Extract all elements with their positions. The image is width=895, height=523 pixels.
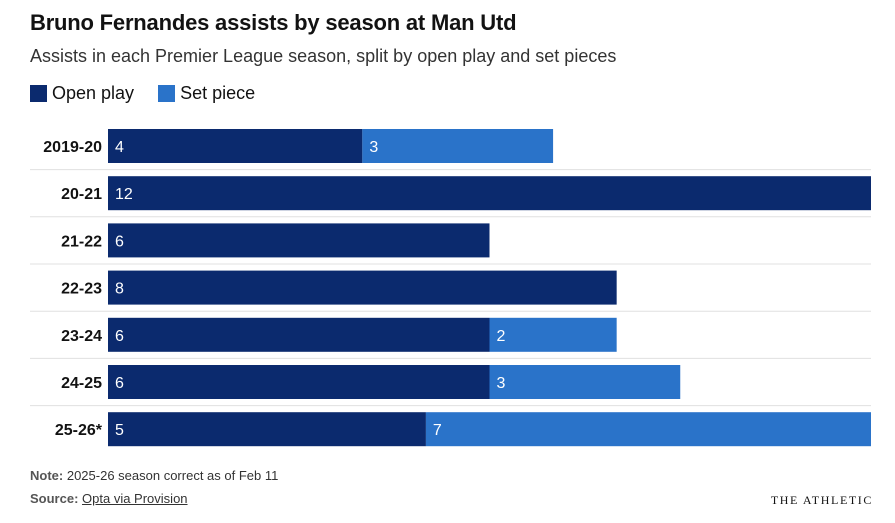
data-label-open-play-23-24: 6 — [115, 328, 124, 345]
bar-set-piece-25-26 — [425, 412, 871, 447]
bar-set-piece-23-24 — [489, 317, 617, 352]
data-label-open-play-25-26: 5 — [115, 422, 124, 439]
category-label-25-26: 25-26* — [55, 422, 103, 439]
data-label-set-piece-2019-20: 3 — [369, 139, 378, 156]
category-label-24-25: 24-25 — [61, 375, 102, 392]
legend-label-open-play: Open play — [52, 83, 135, 103]
source-link[interactable]: Opta via Provision — [82, 491, 188, 506]
bar-open-play-25-26 — [108, 412, 426, 447]
bar-open-play-22-23 — [108, 270, 617, 305]
data-label-open-play-2019-20: 4 — [115, 139, 124, 156]
data-label-open-play-24-25: 6 — [115, 375, 124, 392]
data-label-set-piece-24-25: 3 — [497, 375, 506, 392]
legend-item-open-play: Open play — [30, 83, 134, 104]
category-label-20-21: 20-21 — [61, 186, 102, 203]
chart-legend: Open play Set piece — [30, 83, 279, 104]
footer-note: Note: 2025-26 season correct as of Feb 1… — [30, 468, 278, 483]
bar-set-piece-24-25 — [489, 365, 681, 399]
bar-open-play-2019-20 — [108, 129, 363, 163]
note-text: 2025-26 season correct as of Feb 11 — [66, 468, 279, 483]
data-label-open-play-21-22: 6 — [115, 233, 124, 250]
category-label-22-23: 22-23 — [61, 281, 102, 298]
legend-swatch-open-play — [30, 85, 47, 102]
bar-set-piece-2019-20 — [362, 129, 554, 163]
footer-source: Source: Opta via Provision — [30, 491, 188, 506]
category-label-23-24: 23-24 — [61, 328, 102, 345]
bar-open-play-20-21 — [108, 176, 871, 211]
brand-logo-text: THE ATHLETIC — [770, 493, 873, 507]
bar-open-play-23-24 — [108, 317, 490, 352]
legend-item-set-piece: Set piece — [158, 83, 255, 104]
note-label: Note: — [30, 468, 64, 483]
chart-title: Bruno Fernandes assists by season at Man… — [30, 10, 517, 35]
category-label-21-22: 21-22 — [61, 233, 102, 250]
bar-open-play-24-25 — [108, 365, 490, 399]
data-label-open-play-20-21: 12 — [115, 186, 133, 203]
legend-label-set-piece: Set piece — [180, 83, 256, 103]
category-label-2019-20: 2019-20 — [43, 139, 102, 156]
source-label: Source: — [30, 491, 79, 506]
data-label-open-play-22-23: 8 — [115, 281, 124, 298]
legend-swatch-set-piece — [158, 85, 176, 102]
data-label-set-piece-23-24: 2 — [497, 328, 506, 345]
bar-open-play-21-22 — [108, 223, 490, 258]
chart-subtitle: Assists in each Premier League season, s… — [30, 46, 617, 66]
data-label-set-piece-25-26: 7 — [433, 422, 442, 439]
